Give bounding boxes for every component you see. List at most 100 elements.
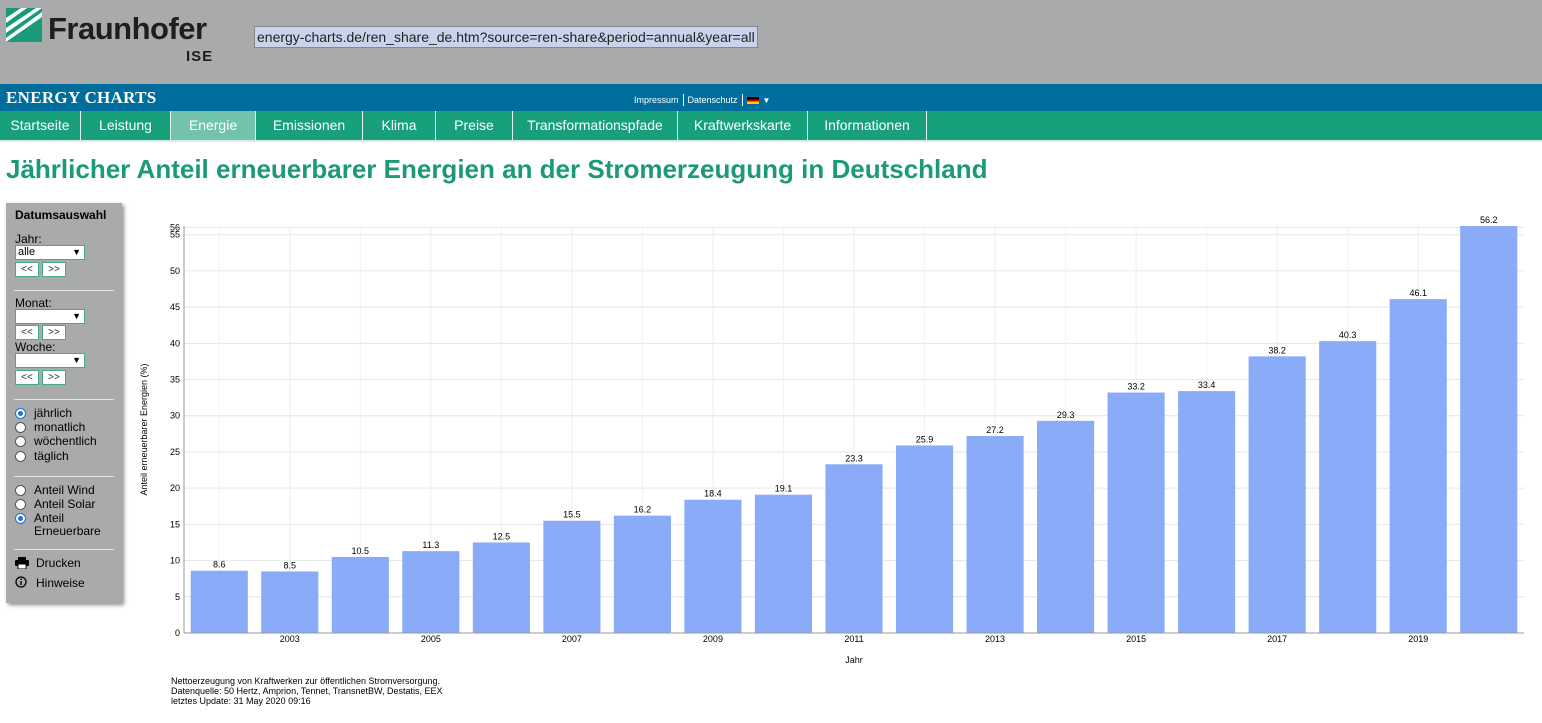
datenschutz-link[interactable]: Datenschutz [687, 95, 738, 105]
data-label: 29.3 [1057, 410, 1075, 420]
y-tick-label: 56 [170, 222, 180, 232]
x-tick-label: 2007 [562, 634, 582, 644]
url-field[interactable]: energy-charts.de/ren_share_de.htm?source… [254, 26, 758, 48]
year-next-button[interactable]: >> [42, 262, 66, 277]
y-tick-label: 50 [170, 266, 180, 276]
nav-klima[interactable]: Klima [363, 111, 436, 140]
week-next-button[interactable]: >> [42, 370, 66, 385]
bar-2003 [261, 571, 319, 633]
month-next-button[interactable]: >> [42, 325, 66, 340]
logo-name: Fraunhofer [48, 11, 207, 46]
data-label: 40.3 [1339, 330, 1357, 340]
data-label: 25.9 [916, 434, 934, 444]
period-radio-monthly[interactable] [15, 422, 26, 433]
data-label: 19.1 [775, 484, 793, 494]
nav-startseite[interactable]: Startseite [0, 111, 81, 140]
data-label: 16.2 [634, 505, 652, 515]
data-label: 38.2 [1268, 345, 1286, 355]
x-tick-label: 2009 [703, 634, 723, 644]
y-tick-label: 0 [175, 628, 180, 638]
nav-transformationspfade[interactable]: Transformationspfade [513, 111, 678, 140]
data-label: 33.4 [1198, 380, 1216, 390]
period-radio-weekly[interactable] [15, 436, 26, 447]
printer-icon[interactable] [15, 557, 29, 569]
top-banner: Fraunhofer ISE energy-charts.de/ren_shar… [0, 0, 1542, 84]
y-tick-label: 15 [170, 519, 180, 529]
y-tick-label: 20 [170, 483, 180, 493]
bar-2006 [472, 542, 530, 633]
renewable-share-bar-chart: 8.6 8.5 10.5 11.3 12.5 15.5 16.2 18.4 19.1 23.3 25… [139, 215, 1524, 665]
divider [14, 290, 114, 291]
bar-2016 [1178, 391, 1236, 633]
chevron-down-icon: ▼ [72, 247, 81, 257]
y-tick-label: 45 [170, 302, 180, 312]
footnote-line: Nettoerzeugung von Kraftwerken zur öffen… [171, 676, 440, 686]
y-axis-label: Anteil erneuerbarer Energien (%) [139, 363, 149, 495]
period-radio-annual[interactable] [15, 408, 26, 419]
print-link[interactable]: Drucken [36, 556, 81, 570]
year-label: Jahr: [15, 232, 42, 246]
week-label: Woche: [15, 340, 56, 354]
period-radio-daily[interactable] [15, 451, 26, 462]
fraunhofer-logo-icon [6, 8, 42, 42]
german-flag-icon[interactable] [746, 96, 759, 104]
divider [14, 549, 114, 550]
data-label: 33.2 [1127, 382, 1145, 392]
source-radio-wind[interactable] [15, 485, 26, 496]
data-label: 15.5 [563, 510, 581, 520]
y-tick-label: 55 [170, 230, 180, 240]
data-label: 18.4 [704, 489, 722, 499]
x-tick-label: 2005 [421, 634, 441, 644]
language-dropdown-icon[interactable]: ▼ [762, 95, 771, 105]
month-select[interactable]: ▼ [15, 309, 85, 324]
chevron-down-icon: ▼ [72, 311, 81, 321]
divider [14, 399, 114, 400]
nav-preise[interactable]: Preise [436, 111, 513, 140]
info-icon[interactable] [15, 576, 27, 588]
notes-link[interactable]: Hinweise [36, 576, 85, 590]
bar-2009 [684, 499, 742, 633]
week-select[interactable]: ▼ [15, 353, 85, 368]
data-label: 11.3 [422, 540, 439, 550]
nav-kraftwerkskarte[interactable]: Kraftwerkskarte [678, 111, 808, 140]
data-label: 8.5 [284, 560, 297, 570]
data-label: 23.3 [845, 453, 863, 463]
x-axis-label: Jahr [845, 655, 863, 665]
source-label-renewables: Anteil Erneuerbare [34, 511, 101, 538]
footnote-line: letztes Update: 31 May 2020 09:16 [171, 696, 311, 706]
bar-2004 [331, 556, 389, 633]
nav-energie[interactable]: Energie [171, 111, 256, 140]
source-radio-renewables[interactable] [15, 513, 26, 524]
bar-2005 [402, 551, 460, 633]
bar-2018 [1319, 341, 1377, 633]
footnote: Nettoerzeugung von Kraftwerken zur öffen… [171, 676, 442, 706]
link-divider [741, 94, 743, 106]
bar-2017 [1248, 356, 1306, 633]
nav-informationen[interactable]: Informationen [808, 111, 927, 140]
period-label-daily: täglich [34, 449, 69, 463]
month-prev-button[interactable]: << [15, 325, 39, 340]
data-label: 8.6 [213, 560, 226, 570]
data-label: 10.5 [352, 546, 370, 556]
year-select[interactable]: alle ▼ [15, 245, 85, 260]
impressum-link[interactable]: Impressum [634, 95, 679, 105]
panel-heading: Datumsauswahl [15, 208, 107, 222]
nav-emissionen[interactable]: Emissionen [256, 111, 363, 140]
data-label: 27.2 [986, 425, 1004, 435]
main-nav: Startseite Leistung Energie Emissionen K… [0, 111, 1542, 142]
bar-2015 [1107, 392, 1165, 633]
date-selection-panel: Datumsauswahl Jahr: alle ▼ << >> Monat: ▼… [6, 203, 122, 603]
x-tick-label: 2017 [1267, 634, 1287, 644]
y-tick-label: 5 [175, 592, 180, 602]
y-tick-label: 10 [170, 556, 180, 566]
bar-2008 [613, 515, 671, 633]
bar-2014 [1037, 420, 1095, 633]
year-select-value: alle [18, 246, 36, 258]
year-prev-button[interactable]: << [15, 262, 39, 277]
data-label: 12.5 [493, 531, 511, 541]
brand-title[interactable]: ENERGY CHARTS [6, 88, 157, 107]
week-prev-button[interactable]: << [15, 370, 39, 385]
x-tick-label: 2011 [844, 634, 863, 644]
nav-leistung[interactable]: Leistung [81, 111, 171, 140]
source-radio-solar[interactable] [15, 499, 26, 510]
